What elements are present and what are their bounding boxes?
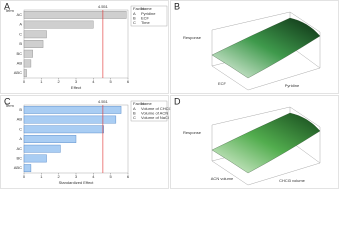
box-edge xyxy=(211,106,291,126)
legend xyxy=(130,100,168,122)
legend-entry: ECF xyxy=(141,16,150,21)
x-tick-label: 5 xyxy=(110,174,113,179)
x-tick-label: 1 xyxy=(40,174,43,179)
x-tick-label: 6 xyxy=(127,79,130,84)
surface xyxy=(211,112,321,174)
y-tick-label: C xyxy=(19,31,22,36)
bar xyxy=(23,30,47,39)
y-tick-label: AC xyxy=(16,146,22,151)
x-tick-label: 6 xyxy=(127,174,130,179)
bar xyxy=(23,125,104,134)
bar xyxy=(23,135,77,143)
y-tick-label: AC xyxy=(16,12,22,17)
y-tick-label: B xyxy=(19,107,22,112)
x-tick-label: 4 xyxy=(92,174,95,179)
legend-entry: Volume of ACN xyxy=(141,111,168,116)
x-axis-label: Effect xyxy=(71,85,82,90)
x-axis-label: Standardized Effect xyxy=(59,180,95,185)
bar xyxy=(23,10,127,19)
y-tick-label: C xyxy=(19,126,22,131)
x-axis-label: ACN volume xyxy=(211,176,234,181)
y-tick-label: B xyxy=(19,41,22,46)
legend-entry: Time xyxy=(141,20,151,25)
legend-entry: Pyridine xyxy=(141,11,156,16)
box-edge xyxy=(289,106,321,128)
bar xyxy=(23,105,122,114)
y-tick-label: BC xyxy=(16,155,22,160)
box-edge xyxy=(289,11,321,33)
bar xyxy=(23,20,94,29)
box-edge xyxy=(211,160,249,186)
legend-header: Factor xyxy=(133,101,145,106)
y-tick-label: AB xyxy=(17,60,23,65)
x-tick-label: 1 xyxy=(40,79,43,84)
figure: 0 1 2 3 4 5 6ACACBBCABABC4.551TermEffectFactor… xyxy=(0,0,339,189)
x-tick-label: 3 xyxy=(75,79,78,84)
y-axis-label: Term xyxy=(5,8,15,13)
box-edge xyxy=(211,65,249,91)
bar xyxy=(23,115,117,124)
y-axis-label: Pyridine xyxy=(285,83,300,88)
legend-entry: A xyxy=(133,11,136,16)
legend-entry: B xyxy=(133,16,136,21)
bar xyxy=(23,154,47,163)
bar xyxy=(23,59,32,68)
x-axis-label: ECF xyxy=(218,81,227,86)
box-edge xyxy=(247,162,321,186)
bar xyxy=(23,40,44,48)
legend-entry: B xyxy=(133,111,136,116)
bar xyxy=(23,144,61,153)
bar xyxy=(23,164,32,173)
z-axis-label: Response xyxy=(183,130,202,135)
box-edge xyxy=(211,11,291,31)
y-axis-label: CHCl3 volume xyxy=(279,178,306,183)
x-tick-label: 3 xyxy=(75,174,78,179)
y-tick-label: A xyxy=(19,136,22,141)
x-tick-label: 0 xyxy=(23,174,26,179)
legend-entry: A xyxy=(133,106,136,111)
panel-label: C xyxy=(4,96,11,106)
legend xyxy=(130,5,168,27)
panel-label: D xyxy=(174,96,181,106)
y-tick-label: AB xyxy=(17,117,23,122)
legend-entry: C xyxy=(133,115,136,120)
y-tick-label: A xyxy=(19,22,22,27)
reference-label: 4.551 xyxy=(98,4,109,9)
y-tick-label: ABC xyxy=(14,70,22,75)
y-tick-label: BC xyxy=(16,51,22,56)
box-edge xyxy=(247,67,321,91)
panel-label: A xyxy=(4,1,10,11)
legend-entry: Volume of NaCl xyxy=(141,115,169,120)
legend-entry: C xyxy=(133,20,136,25)
z-axis-label: Response xyxy=(183,35,202,40)
x-tick-label: 2 xyxy=(58,79,61,84)
panel-label: B xyxy=(174,1,180,11)
legend-header: Name xyxy=(141,6,152,11)
legend-header: Factor xyxy=(133,6,145,11)
y-tick-label: ABC xyxy=(14,165,22,170)
x-tick-label: 0 xyxy=(23,79,26,84)
legend-header: Name xyxy=(141,101,152,106)
reference-label: 4.551 xyxy=(98,99,109,104)
x-tick-label: 2 xyxy=(58,174,61,179)
y-axis-label: Term xyxy=(5,103,15,108)
bar xyxy=(23,49,33,58)
x-tick-label: 5 xyxy=(110,79,113,84)
x-tick-label: 4 xyxy=(92,79,95,84)
legend-entry: Volume of CHCl3 xyxy=(141,106,172,111)
bar xyxy=(23,69,27,78)
surface xyxy=(211,17,321,79)
